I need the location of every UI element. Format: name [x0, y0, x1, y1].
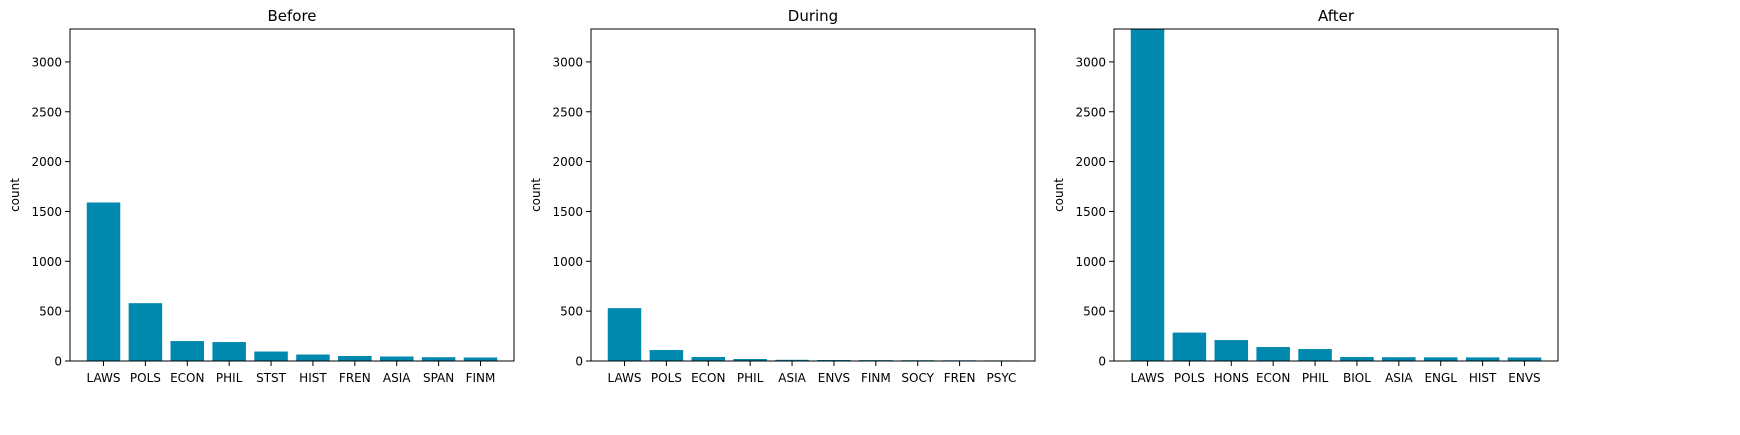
bar-hist — [1465, 357, 1500, 361]
bar-fren — [338, 356, 372, 361]
y-tick-label: 2000 — [552, 155, 583, 169]
bar-laws — [607, 308, 642, 361]
bar-pols — [128, 303, 163, 361]
plot-frame — [590, 28, 1036, 362]
bar-asia — [775, 359, 809, 361]
chart-panel-after: After count 0 500 1000 1500 2000 2500 3000 LAWS PO… — [1052, 7, 1559, 385]
y-tick-label: 500 — [39, 305, 62, 319]
y-tick-label: 3000 — [31, 55, 62, 69]
x-tick-label: FINM — [466, 371, 496, 385]
bar-phil — [1298, 349, 1332, 361]
x-tick-label: STST — [256, 371, 287, 385]
x-tick-label: ECON — [691, 371, 725, 385]
y-tick-label: 0 — [54, 355, 62, 369]
y-tick-label: 2500 — [31, 105, 62, 119]
x-tick-label: FREN — [944, 371, 976, 385]
bar-laws — [86, 202, 121, 361]
bar-phil — [212, 342, 246, 361]
y-axis-label: count — [1052, 178, 1066, 212]
bar-pols — [1172, 332, 1207, 361]
y-tick-label: 500 — [1083, 305, 1106, 319]
x-tick-label: PSYC — [987, 371, 1017, 385]
x-tick-label: PHIL — [737, 371, 764, 385]
bar-asia — [379, 356, 414, 361]
x-tick-label: HIST — [299, 371, 327, 385]
y-tick-label: 2500 — [552, 105, 583, 119]
x-tick-label: ECON — [170, 371, 204, 385]
y-tick-label: 2500 — [1075, 105, 1106, 119]
x-tick-label: ENVS — [1508, 371, 1540, 385]
x-tick-label: ECON — [1256, 371, 1290, 385]
x-tick-label: POLS — [651, 371, 682, 385]
bar-pols — [649, 350, 684, 361]
x-tick-label: ASIA — [1385, 371, 1413, 385]
y-tick-label: 1500 — [31, 205, 62, 219]
bar-span — [421, 357, 456, 361]
y-tick-label: 2000 — [1075, 155, 1106, 169]
plot-frame — [1113, 28, 1559, 362]
y-tick-label: 1500 — [1075, 205, 1106, 219]
bar-asia — [1382, 357, 1416, 361]
bar-laws — [1130, 29, 1165, 361]
y-tick-label: 1000 — [1075, 255, 1106, 269]
x-tick-label: SOCY — [901, 371, 934, 385]
y-tick-label: 1000 — [552, 255, 583, 269]
y-tick-label: 1000 — [31, 255, 62, 269]
x-tick-label: PHIL — [216, 371, 243, 385]
bar-stst — [254, 351, 288, 361]
y-tick-label: 3000 — [552, 55, 583, 69]
x-tick-label: FINM — [861, 371, 891, 385]
x-tick-label: LAWS — [1131, 371, 1165, 385]
y-tick-label: 2000 — [31, 155, 62, 169]
y-tick-label: 3000 — [1075, 55, 1106, 69]
bar-biol — [1340, 357, 1374, 361]
bar-phil — [733, 359, 767, 361]
plot-frame — [69, 28, 515, 362]
x-tick-label: ENGL — [1424, 371, 1457, 385]
bar-engl — [1423, 357, 1458, 361]
x-tick-label: SPAN — [423, 371, 454, 385]
y-tick-label: 1500 — [552, 205, 583, 219]
x-tick-label: ASIA — [778, 371, 806, 385]
bar-hist — [296, 354, 330, 361]
chart-title: Before — [267, 7, 316, 25]
x-tick-label: LAWS — [608, 371, 642, 385]
x-tick-label: HONS — [1214, 371, 1249, 385]
x-tick-label: LAWS — [87, 371, 121, 385]
bar-hons — [1214, 340, 1249, 361]
y-tick-label: 0 — [575, 355, 583, 369]
y-axis-label: count — [8, 178, 22, 212]
x-tick-label: ENVS — [818, 371, 850, 385]
bar-finm — [463, 357, 498, 361]
x-tick-label: POLS — [1174, 371, 1205, 385]
bar-econ — [1256, 347, 1290, 361]
chart-title: During — [788, 7, 838, 25]
x-tick-label: BIOL — [1343, 371, 1371, 385]
bar-envs — [1507, 357, 1542, 361]
chart-panel-before: Before count 0 500 1000 1500 2000 2500 3000 LAWS P… — [8, 7, 515, 385]
bar-econ — [691, 357, 726, 361]
y-tick-label: 500 — [560, 305, 583, 319]
x-tick-label: ASIA — [383, 371, 411, 385]
chart-panel-during: During count 0 500 1000 1500 2000 2500 3000 LAWS P… — [529, 7, 1036, 385]
x-tick-label: POLS — [130, 371, 161, 385]
x-tick-label: PHIL — [1302, 371, 1329, 385]
bar-econ — [170, 341, 205, 361]
chart-title: After — [1318, 7, 1355, 25]
y-tick-label: 0 — [1098, 355, 1106, 369]
x-tick-label: HIST — [1469, 371, 1497, 385]
y-axis-label: count — [529, 178, 543, 212]
x-tick-label: FREN — [339, 371, 371, 385]
